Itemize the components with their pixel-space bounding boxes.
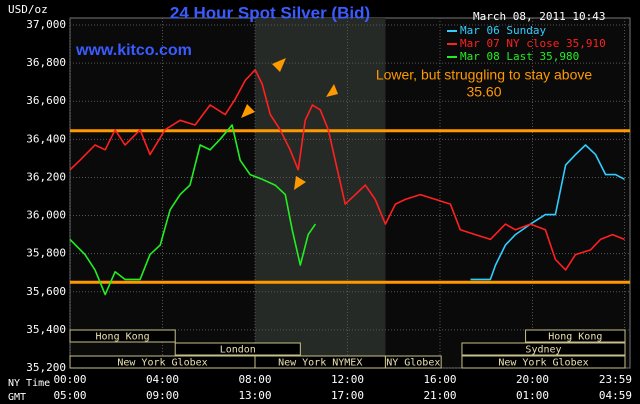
arrow	[326, 84, 338, 97]
y-tick-label: 36,400	[26, 132, 66, 145]
y-tick-label: 35,600	[26, 285, 66, 298]
arrow	[294, 176, 306, 190]
session-label: New York NYMEX	[278, 358, 362, 369]
legend-label: Mar 06 Sunday	[460, 24, 546, 37]
x-tick-label: 20:00	[516, 373, 549, 386]
legend-label: Mar 07 NY close 35,910	[460, 37, 606, 50]
x-tick-label-gmt: 21:00	[423, 389, 456, 402]
x-row-label: NY Time	[8, 378, 50, 389]
y-tick-label: 36,200	[26, 170, 66, 183]
y-tick-label: 35,200	[26, 361, 66, 374]
x-tick-label: 23:59	[599, 373, 632, 386]
y-tick-label: 36,600	[26, 94, 66, 107]
watermark: www.kitco.com	[75, 42, 192, 59]
arrows	[241, 58, 338, 190]
y-tick-label: 36,800	[26, 56, 66, 69]
series-line	[69, 124, 317, 296]
session-label: Hong Kong	[96, 332, 150, 343]
session-label: Sydney	[525, 345, 561, 356]
y-unit: USD/oz	[8, 3, 48, 16]
x-tick-label: 16:00	[423, 373, 456, 386]
highlight-band	[255, 18, 386, 368]
x-tick-label: 12:00	[331, 373, 364, 386]
arrow	[241, 104, 255, 118]
session-box	[174, 342, 301, 356]
series-line	[69, 69, 625, 271]
x-tick-label: 08:00	[238, 373, 271, 386]
y-tick-label: 36,000	[26, 209, 66, 222]
annotation: Lower, but struggling to stay above	[376, 67, 593, 83]
x-tick-label: 04:00	[146, 373, 179, 386]
x-tick-label-gmt: 13:00	[238, 389, 271, 402]
session-label: Hong Kong	[548, 332, 602, 343]
x-tick-label-gmt: 05:00	[53, 389, 86, 402]
session-label: London	[220, 345, 256, 356]
legend-label: Mar 08 Last 35,980	[460, 50, 579, 63]
arrow	[272, 58, 286, 72]
session-label: New York Globex	[498, 358, 588, 369]
session-label: NY Globex	[386, 358, 440, 369]
session-label: New York Globex	[117, 358, 207, 369]
chart-title: 24 Hour Spot Silver (Bid)	[170, 3, 370, 22]
timestamp: March 08, 2011 10:43	[473, 10, 605, 23]
session-box	[461, 342, 626, 356]
x-tick-label-gmt: 17:00	[331, 389, 364, 402]
series-line	[470, 144, 625, 281]
annotation: 35.60	[466, 84, 501, 100]
y-tick-label: 37,000	[26, 18, 66, 31]
x-tick-label: 00:00	[53, 373, 86, 386]
session-box	[525, 329, 626, 343]
x-tick-label-gmt: 09:00	[146, 389, 179, 402]
session-box	[461, 355, 626, 369]
session-box	[384, 355, 442, 369]
y-tick-label: 35,800	[26, 247, 66, 260]
plot-area: 35,200 35,400 35,600 35,800 36,000 36,200 36,4…	[8, 17, 632, 403]
x-tick-label-gmt: 04:59	[599, 389, 632, 402]
y-tick-label: 35,400	[26, 323, 66, 336]
x-row-label: GMT	[8, 392, 26, 403]
x-tick-label-gmt: 01:00	[516, 389, 549, 402]
session-box	[69, 329, 176, 343]
